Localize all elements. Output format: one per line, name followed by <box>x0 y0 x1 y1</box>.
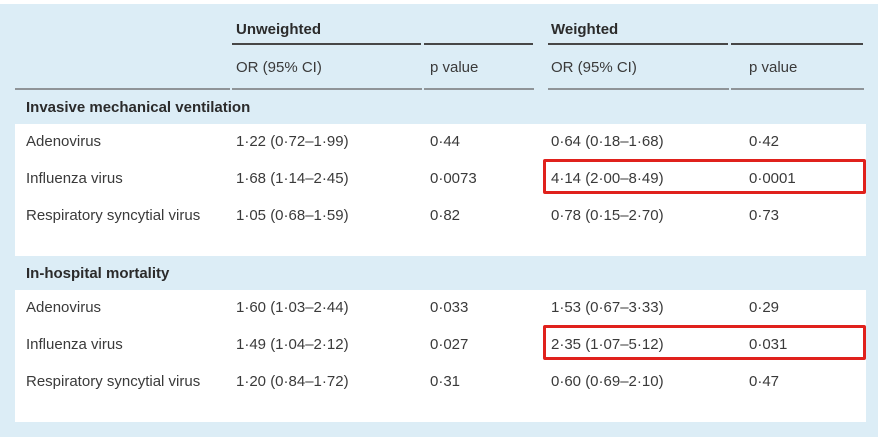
row-gap-cell <box>536 198 548 256</box>
section-header-row: Invasive mechanical ventilation <box>15 90 866 124</box>
virus-label-cell: Respiratory syncytial virus <box>15 364 232 422</box>
unweighted-or-cell: 1·60 (1·03–2·44) <box>232 290 424 327</box>
group-header-row: Unweighted Weighted <box>15 6 866 45</box>
section-title: In-hospital mortality <box>26 264 170 282</box>
subheader-empty-cell <box>15 45 232 90</box>
table-row: Respiratory syncytial virus 1·20 (0·84–1·… <box>15 364 866 422</box>
unweighted-p-cell: 0·82 <box>424 198 536 256</box>
group-header-weighted-fill <box>731 6 866 45</box>
subheader-gap-cell <box>536 45 548 90</box>
weighted-or-cell: 0·64 (0·18–1·68) <box>548 124 731 161</box>
unweighted-p-cell: 0·033 <box>424 290 536 327</box>
row-gap-cell <box>536 327 548 364</box>
section-title: Invasive mechanical ventilation <box>26 98 251 116</box>
subheader-weighted-or: OR (95% CI) <box>548 45 731 90</box>
unweighted-or-cell: 1·22 (0·72–1·99) <box>232 124 424 161</box>
weighted-or-cell: 0·78 (0·15–2·70) <box>548 198 731 256</box>
virus-label-cell: Influenza virus <box>15 327 232 364</box>
subheader-row: OR (95% CI) p value OR (95% CI) p value <box>15 45 866 90</box>
unweighted-p-cell: 0·027 <box>424 327 536 364</box>
weighted-p-cell: 0·42 <box>731 124 866 161</box>
unweighted-or-cell: 1·20 (0·84–1·72) <box>232 364 424 422</box>
unweighted-p-cell: 0·0073 <box>424 161 536 198</box>
table-row: Influenza virus 1·68 (1·14–2·45) 0·0073 4·1… <box>15 161 866 198</box>
row-gap-cell <box>536 364 548 422</box>
table-row: Influenza virus 1·49 (1·04–2·12) 0·027 2·35… <box>15 327 866 364</box>
weighted-or-cell: 4·14 (2·00–8·49) <box>548 161 731 198</box>
virus-label-cell: Respiratory syncytial virus <box>15 198 232 256</box>
weighted-p-cell: 0·0001 <box>731 161 866 198</box>
row-gap-cell <box>536 161 548 198</box>
virus-label-cell: Influenza virus <box>15 161 232 198</box>
group-header-unweighted-fill <box>424 6 536 45</box>
weighted-p-cell: 0·73 <box>731 198 866 256</box>
group-header-unweighted: Unweighted <box>232 6 424 45</box>
subheader-weighted-p: p value <box>731 45 866 90</box>
weighted-or-cell: 0·60 (0·69–2·10) <box>548 364 731 422</box>
virus-label-cell: Adenovirus <box>15 290 232 327</box>
virus-label-cell: Adenovirus <box>15 124 232 161</box>
table-row: Respiratory syncytial virus 1·05 (0·68–1·… <box>15 198 866 256</box>
group-gap-cell <box>536 6 548 45</box>
results-table: Unweighted Weighted OR (95% CI) p value … <box>15 6 866 422</box>
corner-cell <box>15 6 232 45</box>
weighted-p-cell: 0·031 <box>731 327 866 364</box>
weighted-or-cell: 2·35 (1·07–5·12) <box>548 327 731 364</box>
subheader-unweighted-p: p value <box>424 45 536 90</box>
table-body: Invasive mechanical ventilation Adenoviru… <box>15 90 866 422</box>
unweighted-p-cell: 0·31 <box>424 364 536 422</box>
table-panel: Unweighted Weighted OR (95% CI) p value … <box>0 4 878 437</box>
weighted-p-cell: 0·47 <box>731 364 866 422</box>
row-gap-cell <box>536 290 548 327</box>
group-header-weighted: Weighted <box>548 6 731 45</box>
unweighted-or-cell: 1·68 (1·14–2·45) <box>232 161 424 198</box>
row-gap-cell <box>536 124 548 161</box>
weighted-or-cell: 1·53 (0·67–3·33) <box>548 290 731 327</box>
weighted-p-cell: 0·29 <box>731 290 866 327</box>
table-row: Adenovirus 1·22 (0·72–1·99) 0·44 0·64 (0·18… <box>15 124 866 161</box>
table-row: Adenovirus 1·60 (1·03–2·44) 0·033 1·53 (0·6… <box>15 290 866 327</box>
unweighted-p-cell: 0·44 <box>424 124 536 161</box>
section-header-row: In-hospital mortality <box>15 256 866 290</box>
unweighted-or-cell: 1·49 (1·04–2·12) <box>232 327 424 364</box>
subheader-unweighted-or: OR (95% CI) <box>232 45 424 90</box>
unweighted-or-cell: 1·05 (0·68–1·59) <box>232 198 424 256</box>
